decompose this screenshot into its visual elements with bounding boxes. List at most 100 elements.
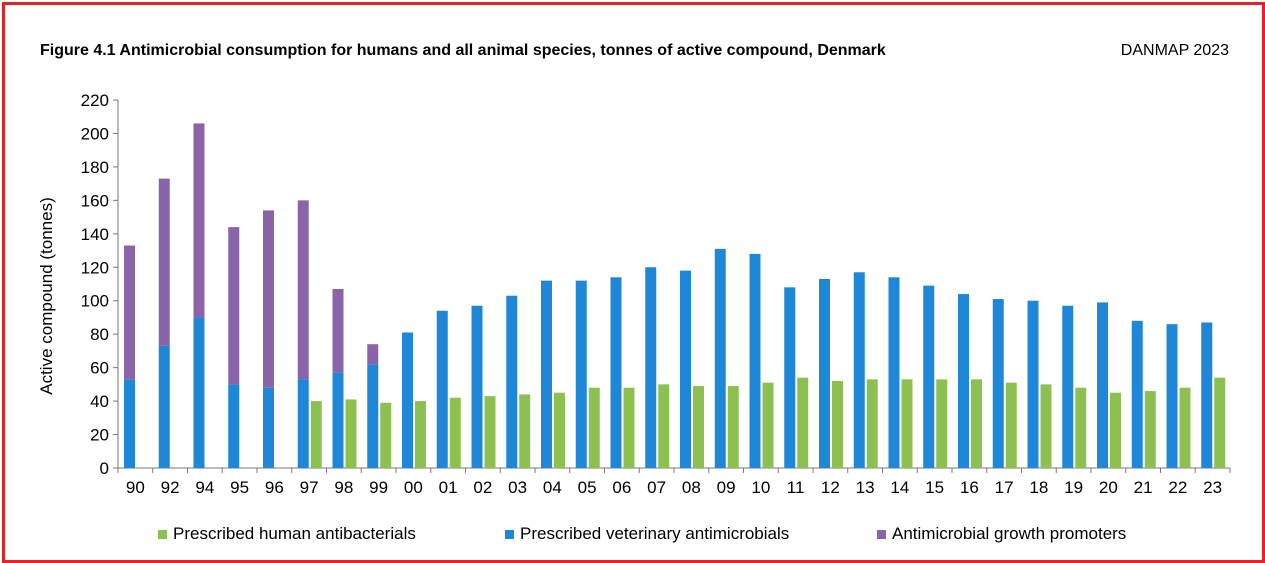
bar-veterinary [714, 248, 726, 468]
y-tick-label: 80 [90, 325, 109, 344]
bar-veterinary [680, 270, 691, 468]
bar-human [832, 381, 843, 468]
bar-growth-promoters [297, 200, 309, 380]
bar-growth-promoters [263, 210, 274, 388]
x-tick-label: 97 [300, 478, 319, 497]
bar-veterinary [1131, 320, 1143, 468]
bar-veterinary [1027, 300, 1039, 468]
x-tick-label: 00 [404, 478, 423, 497]
y-tick-label: 160 [81, 191, 109, 210]
bar-human [415, 401, 426, 468]
x-tick-label: 10 [751, 478, 770, 497]
x-tick-label: 12 [821, 478, 840, 497]
x-tick-label: 19 [1064, 478, 1083, 497]
bar-human [901, 379, 913, 468]
bar-veterinary [610, 277, 622, 468]
bar-human [727, 386, 739, 468]
chart-legend: Prescribed human antibacterials Prescrib… [0, 524, 1265, 548]
x-tick-label: 06 [612, 478, 631, 497]
bar-growth-promoters [124, 245, 135, 380]
x-tick-label: 08 [682, 478, 701, 497]
bar-veterinary [1062, 305, 1074, 468]
x-tick-label: 99 [369, 478, 388, 497]
bar-human [936, 379, 948, 468]
bar-veterinary [888, 277, 900, 468]
x-tick-label: 94 [195, 478, 214, 497]
bar-veterinary [228, 384, 240, 468]
y-tick-label: 40 [90, 392, 109, 411]
bar-veterinary [541, 280, 552, 468]
bar-growth-promoters [367, 344, 379, 365]
x-tick-label: 07 [647, 478, 666, 497]
bar-human [971, 379, 982, 468]
legend-swatch-veterinary [505, 529, 514, 539]
bar-human [449, 397, 461, 468]
x-tick-label: 02 [473, 478, 492, 497]
x-tick-label: 11 [787, 478, 805, 497]
x-tick-label: 14 [890, 478, 909, 497]
x-tick-label: 13 [856, 478, 875, 497]
x-tick-label: 01 [439, 478, 458, 497]
bar-veterinary [297, 379, 309, 468]
y-tick-label: 0 [100, 459, 109, 478]
x-tick-label: 03 [508, 478, 527, 497]
x-tick-label: 92 [161, 478, 180, 497]
bar-human [380, 402, 392, 468]
legend-swatch-human [158, 529, 167, 539]
y-tick-label: 20 [90, 426, 109, 445]
y-tick-label: 200 [81, 124, 109, 143]
bar-veterinary [1201, 322, 1213, 468]
x-tick-label: 04 [543, 478, 562, 497]
x-tick-label: 95 [230, 478, 249, 497]
bar-human [658, 384, 670, 468]
bar-veterinary [367, 364, 379, 468]
bar-human [588, 387, 600, 468]
bar-veterinary [1097, 302, 1108, 468]
x-tick-label: 05 [578, 478, 597, 497]
bar-human [693, 386, 704, 468]
y-axis-title: Active compound (tonnes) [37, 197, 56, 395]
x-tick-label: 22 [1168, 478, 1187, 497]
y-tick-label: 100 [81, 292, 109, 311]
x-tick-label: 18 [1029, 478, 1048, 497]
bar-human [866, 379, 878, 468]
x-tick-label: 90 [126, 478, 145, 497]
x-tick-label: 09 [717, 478, 736, 497]
bar-veterinary [158, 345, 170, 468]
bar-human [1179, 387, 1191, 468]
bar-human [310, 401, 322, 468]
bar-growth-promoters [228, 227, 240, 385]
bar-human [484, 396, 496, 468]
bar-growth-promoters [193, 123, 205, 318]
x-tick-label: 98 [334, 478, 353, 497]
legend-item-human: Prescribed human antibacterials [158, 524, 416, 544]
x-tick-label: 20 [1099, 478, 1118, 497]
bar-veterinary [436, 310, 448, 468]
bar-veterinary [819, 278, 830, 468]
y-tick-label: 220 [81, 91, 109, 110]
legend-item-growth-promoters: Antimicrobial growth promoters [877, 524, 1126, 544]
bar-human [1040, 384, 1052, 468]
bar-human [1110, 392, 1121, 468]
legend-item-veterinary: Prescribed veterinary antimicrobials [505, 524, 789, 544]
chart-title: Figure 4.1 Antimicrobial consumption for… [40, 42, 886, 59]
y-tick-label: 140 [81, 225, 109, 244]
bar-human [345, 399, 357, 468]
legend-swatch-growth-promoters [877, 529, 886, 539]
y-tick-label: 60 [90, 359, 109, 378]
bar-veterinary [402, 332, 413, 468]
source-label: DANMAP 2023 [1120, 42, 1229, 59]
bar-veterinary [332, 372, 344, 468]
bar-veterinary [992, 299, 1004, 468]
bar-human [797, 377, 809, 468]
bar-human [623, 387, 635, 468]
legend-label-growth-promoters: Antimicrobial growth promoters [892, 524, 1127, 543]
bar-veterinary [853, 272, 865, 468]
bar-veterinary [749, 253, 761, 468]
bar-veterinary [645, 267, 657, 468]
bar-veterinary [506, 295, 518, 468]
bar-human [1075, 387, 1087, 468]
bar-human [1144, 391, 1156, 468]
